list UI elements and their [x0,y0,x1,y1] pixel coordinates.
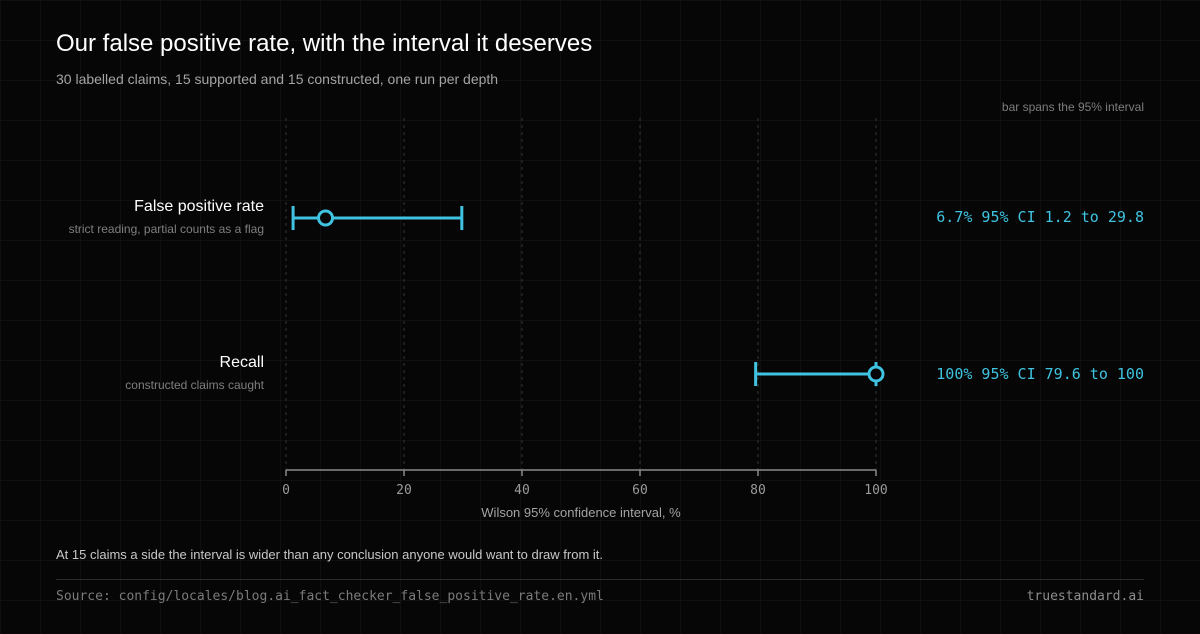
x-tick-label: 100 [864,483,887,498]
chart-subtitle: 30 labelled claims, 15 supported and 15 … [56,71,499,87]
point-estimate [317,209,335,227]
row-value-recall: 100% 95% CI 79.6 to 100 [936,365,1144,383]
row-label-false-positive-rate: False positive rate strict reading, part… [69,198,264,236]
row-description: constructed claims caught [125,378,264,392]
x-tick-label: 40 [514,483,530,498]
row-value-false-positive-rate: 6.7% 95% CI 1.2 to 29.8 [936,208,1144,226]
row-name: Recall [219,354,264,371]
x-tick-label: 80 [750,483,766,498]
legend-note: bar spans the 95% interval [1001,100,1144,114]
source-note: Source: config/locales/blog.ai_fact_chec… [56,589,604,604]
interval-marks [291,206,885,386]
x-axis: 0 20 40 60 80 100 [282,469,888,498]
footer-divider [56,579,1144,580]
row-label-recall: Recall constructed claims caught [125,354,264,392]
x-axis-label: Wilson 95% confidence interval, % [481,505,681,520]
brand-name: truestandard.ai [1026,589,1144,604]
point-estimate [867,365,885,383]
takeaway-note: At 15 claims a side the interval is wide… [56,547,603,562]
x-tick-label: 20 [396,483,412,498]
x-tick-label: 0 [282,483,290,498]
gridlines [285,118,877,470]
row-description: strict reading, partial counts as a flag [68,222,264,236]
chart-title: Our false positive rate, with the interv… [56,30,593,57]
row-name: False positive rate [134,198,264,215]
x-tick-label: 60 [632,483,648,498]
